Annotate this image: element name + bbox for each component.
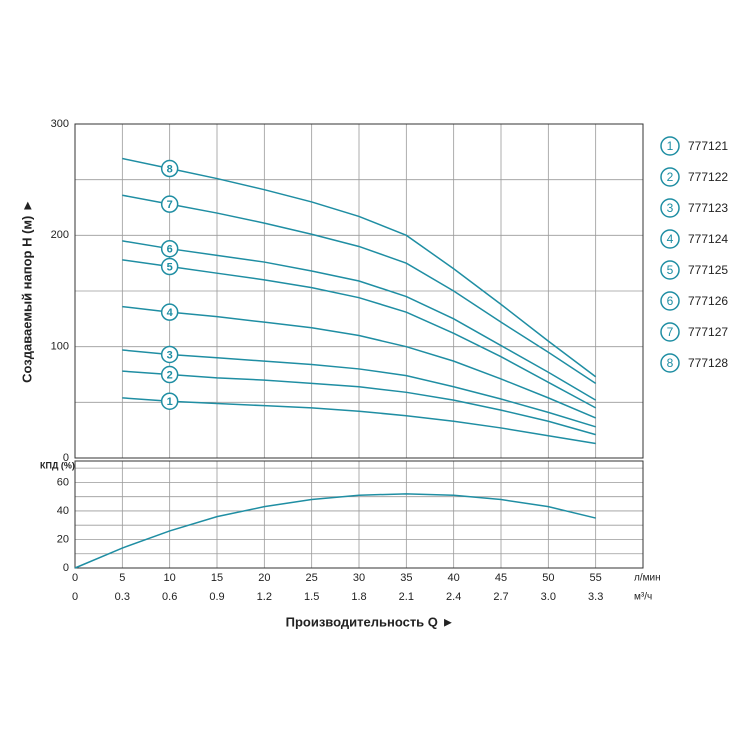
x2-tick-label: 0.9 <box>209 591 224 603</box>
x-tick-label: 45 <box>495 572 507 584</box>
curve-tag-circle <box>160 239 179 258</box>
legend-label: 777128 <box>688 356 728 370</box>
curve <box>74 493 596 569</box>
x2-tick-label: 2.1 <box>399 591 414 603</box>
curve-tag: 6 <box>167 244 173 256</box>
legend-circle <box>660 260 680 280</box>
x-tick-label: 50 <box>542 572 554 584</box>
curve-tag-circle <box>160 345 179 364</box>
legend-circle <box>660 229 680 249</box>
x-tick-label: 10 <box>164 572 176 584</box>
curve <box>122 397 596 445</box>
y-tick-label: 60 <box>57 476 69 488</box>
x2-tick-label: 0 <box>72 591 78 603</box>
legend-label: 777126 <box>688 294 728 308</box>
x2-unit: м³/ч <box>634 592 652 603</box>
y-tick-label: 200 <box>51 229 69 241</box>
x2-tick-label: 1.2 <box>257 591 272 603</box>
legend-label: 777124 <box>688 232 728 246</box>
x2-tick-label: 0.6 <box>162 591 177 603</box>
x2-tick-label: 0.3 <box>115 591 130 603</box>
x-tick-label: 35 <box>400 572 412 584</box>
y-tick-label: 100 <box>51 341 69 353</box>
x-tick-label: 55 <box>590 572 602 584</box>
x-axis-title: Производительность Q ► <box>286 614 455 629</box>
curve <box>122 259 597 409</box>
x-tick-label: 40 <box>448 572 460 584</box>
x-tick-label: 0 <box>72 572 78 584</box>
legend-label: 777127 <box>688 325 728 339</box>
legend-label: 777122 <box>688 170 728 184</box>
legend-circle <box>660 353 680 373</box>
legend-tag: 2 <box>667 170 674 184</box>
x2-tick-label: 1.5 <box>304 591 319 603</box>
curve <box>122 349 596 428</box>
x-tick-label: 30 <box>353 572 365 584</box>
curve-tag-circle <box>160 365 179 384</box>
curve-tag-circle <box>160 159 179 178</box>
legend-tag: 3 <box>667 201 674 215</box>
curve-tag: 7 <box>167 199 173 211</box>
legend-circle <box>660 322 680 342</box>
plot-frame <box>74 460 644 569</box>
legend-tag: 1 <box>667 139 674 153</box>
curve-tag-circle <box>160 303 179 321</box>
legend-tag: 5 <box>667 263 674 277</box>
curve <box>122 194 597 385</box>
curve <box>122 305 596 419</box>
legend-circle <box>660 167 680 187</box>
x2-tick-label: 3.3 <box>588 591 603 603</box>
x-unit: л/мин <box>634 573 661 584</box>
y-axis-title: КПД (%) <box>40 460 75 470</box>
curve-tag-circle <box>160 392 179 410</box>
y-tick-label: 0 <box>63 452 69 464</box>
legend-circle <box>660 136 680 156</box>
curve <box>122 157 597 378</box>
x2-tick-label: 3.0 <box>541 591 556 603</box>
y-tick-label: 40 <box>57 505 69 517</box>
curve-tag: 4 <box>167 307 174 319</box>
x2-tick-label: 2.7 <box>493 591 508 603</box>
x-tick-label: 15 <box>211 572 223 584</box>
curve <box>122 240 597 401</box>
legend-tag: 8 <box>667 356 674 370</box>
y-tick-label: 300 <box>51 118 69 130</box>
legend-circle <box>660 291 680 311</box>
x2-tick-label: 1.8 <box>351 591 366 603</box>
curve-tag: 3 <box>167 349 173 361</box>
curve-tag: 2 <box>167 369 173 381</box>
legend-tag: 6 <box>667 294 674 308</box>
curve-tag: 8 <box>167 163 173 175</box>
x-tick-label: 20 <box>258 572 270 584</box>
legend-circle <box>660 198 680 218</box>
y-tick-label: 20 <box>57 533 69 545</box>
y-tick-label: 0 <box>63 562 69 574</box>
x2-tick-label: 2.4 <box>446 591 461 603</box>
curve-tag-circle <box>160 195 179 213</box>
plot-frame <box>74 123 644 459</box>
curve-tag-circle <box>160 257 179 276</box>
curve-tag: 1 <box>167 396 173 408</box>
legend-tag: 4 <box>667 232 674 246</box>
curve-tag: 5 <box>167 261 173 273</box>
legend-label: 777125 <box>688 263 728 277</box>
curve <box>122 370 596 436</box>
legend-tag: 7 <box>667 325 674 339</box>
y-axis-title: Создаваемый напор H (м) ► <box>19 199 34 383</box>
legend-label: 777123 <box>688 201 728 215</box>
x-tick-label: 5 <box>119 572 125 584</box>
legend-label: 777121 <box>688 139 728 153</box>
x-tick-label: 25 <box>306 572 318 584</box>
